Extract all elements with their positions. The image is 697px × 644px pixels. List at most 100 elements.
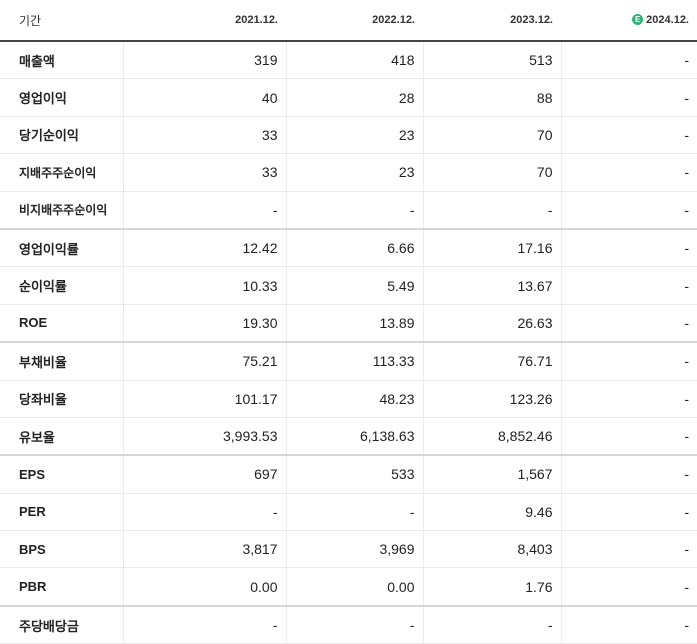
period-header-label: 기간 — [0, 0, 123, 42]
row-label: 주당배당금 — [0, 604, 123, 644]
cell-value: 13.67 — [422, 266, 561, 305]
cell-value: 697 — [122, 454, 286, 494]
cell-value: - — [560, 227, 697, 268]
period-header: 2023.12. — [423, 0, 561, 42]
table-row: PBR 0.00 0.00 1.76- — [0, 567, 697, 607]
cell-value: 101.17 — [122, 380, 286, 418]
cell-value: - — [560, 567, 697, 607]
cell-value: 319 — [122, 41, 286, 80]
cell-value: - — [560, 304, 697, 343]
cell-value: - — [285, 493, 423, 532]
cell-value: 75.21 — [122, 341, 286, 381]
period-header-label-text: 2024.12. — [646, 14, 689, 26]
cell-value: - — [560, 380, 697, 418]
row-label: PBR — [0, 567, 123, 607]
cell-value: - — [560, 116, 697, 155]
cell-value: 40 — [122, 78, 286, 117]
cell-value: 3,817 — [122, 530, 286, 569]
cell-value: 9.46 — [422, 493, 561, 532]
cell-value: 6,138.63 — [285, 417, 423, 456]
table-row: 매출액 319 418 513- — [0, 41, 697, 80]
cell-value: 8,403 — [422, 530, 561, 569]
cell-value: - — [560, 153, 697, 192]
cell-value: 0.00 — [285, 567, 423, 607]
table-row: 당기순이익 33 23 70- — [0, 116, 697, 155]
table-row: 영업이익률 12.42 6.66 17.16- — [0, 227, 697, 268]
table-row: BPS 3,817 3,969 8,403- — [0, 530, 697, 569]
cell-value: 6.66 — [285, 227, 423, 268]
cell-value: - — [560, 493, 697, 532]
cell-value: 3,969 — [285, 530, 423, 569]
cell-value: 5.49 — [285, 266, 423, 305]
cell-value: - — [122, 493, 286, 532]
period-header: 2022.12. — [286, 0, 423, 42]
table-row: 부채비율 75.21 113.33 76.71- — [0, 341, 697, 381]
cell-value: 28 — [285, 78, 423, 117]
cell-value: 17.16 — [422, 227, 561, 268]
cell-value: - — [560, 191, 697, 230]
table-row: 유보율 3,993.53 6,138.63 8,852.46- — [0, 417, 697, 456]
cell-value: 8,852.46 — [422, 417, 561, 456]
cell-value: 113.33 — [285, 341, 423, 381]
cell-value: - — [560, 266, 697, 305]
table-row: PER - -9.46- — [0, 493, 697, 532]
cell-value: 12.42 — [122, 227, 286, 268]
cell-value: 123.26 — [422, 380, 561, 418]
period-header-estimate: E 2024.12. — [561, 0, 697, 42]
row-label: 순이익률 — [0, 266, 123, 305]
row-label: 당기순이익 — [0, 116, 123, 155]
row-label: 비지배주주순이익 — [0, 191, 123, 230]
cell-value: 418 — [285, 41, 423, 80]
cell-value: - — [560, 417, 697, 456]
table-row: 순이익률 10.33 5.49 13.67- — [0, 266, 697, 305]
row-label: EPS — [0, 454, 123, 494]
table-row: 영업이익 40 28 88- — [0, 78, 697, 117]
cell-value: 70 — [422, 116, 561, 155]
cell-value: 3,993.53 — [122, 417, 286, 456]
cell-value: 10.33 — [122, 266, 286, 305]
cell-value: - — [560, 78, 697, 117]
table-row: 당좌비율 101.17 48.23 123.26- — [0, 380, 697, 418]
row-label: PER — [0, 493, 123, 532]
cell-value: - — [560, 41, 697, 80]
row-label: 당좌비율 — [0, 380, 123, 418]
cell-value: 26.63 — [422, 304, 561, 343]
cell-value: - — [560, 530, 697, 569]
cell-value: 76.71 — [422, 341, 561, 381]
cell-value: 0.00 — [122, 567, 286, 607]
table-row: 비지배주주순이익 - - - - — [0, 191, 697, 230]
row-label: 영업이익 — [0, 78, 123, 117]
cell-value: 48.23 — [285, 380, 423, 418]
cell-value: - — [285, 604, 423, 644]
cell-value: 1.76 — [422, 567, 561, 607]
table-row: 지배주주순이익 33 23 70- — [0, 153, 697, 192]
cell-value: 23 — [285, 116, 423, 155]
row-label: 유보율 — [0, 417, 123, 456]
table-row: ROE 19.30 13.89 26.63- — [0, 304, 697, 343]
cell-value: 13.89 — [285, 304, 423, 343]
row-label: ROE — [0, 304, 123, 343]
estimate-badge-icon: E — [632, 14, 644, 25]
cell-value: 33 — [122, 153, 286, 192]
row-label: BPS — [0, 530, 123, 569]
row-label: 매출액 — [0, 41, 123, 80]
cell-value: 533 — [285, 454, 423, 494]
cell-value: - — [422, 191, 561, 230]
cell-value: 513 — [422, 41, 561, 80]
cell-value: 19.30 — [122, 304, 286, 343]
header-row: 기간 2021.12. 2022.12. 2023.12. E 2024.12. — [0, 0, 697, 42]
table-row: 주당배당금 - - - - — [0, 604, 697, 644]
table-row: EPS 697 533 1,567- — [0, 454, 697, 494]
period-header: 2021.12. — [123, 0, 286, 42]
cell-value: - — [560, 454, 697, 494]
row-label: 부채비율 — [0, 341, 123, 381]
cell-value: 33 — [122, 116, 286, 155]
cell-value: - — [285, 191, 423, 230]
cell-value: - — [560, 604, 697, 644]
cell-value: 88 — [422, 78, 561, 117]
cell-value: 70 — [422, 153, 561, 192]
cell-value: 1,567 — [422, 454, 561, 494]
cell-value: 23 — [285, 153, 423, 192]
row-label: 지배주주순이익 — [0, 153, 123, 192]
